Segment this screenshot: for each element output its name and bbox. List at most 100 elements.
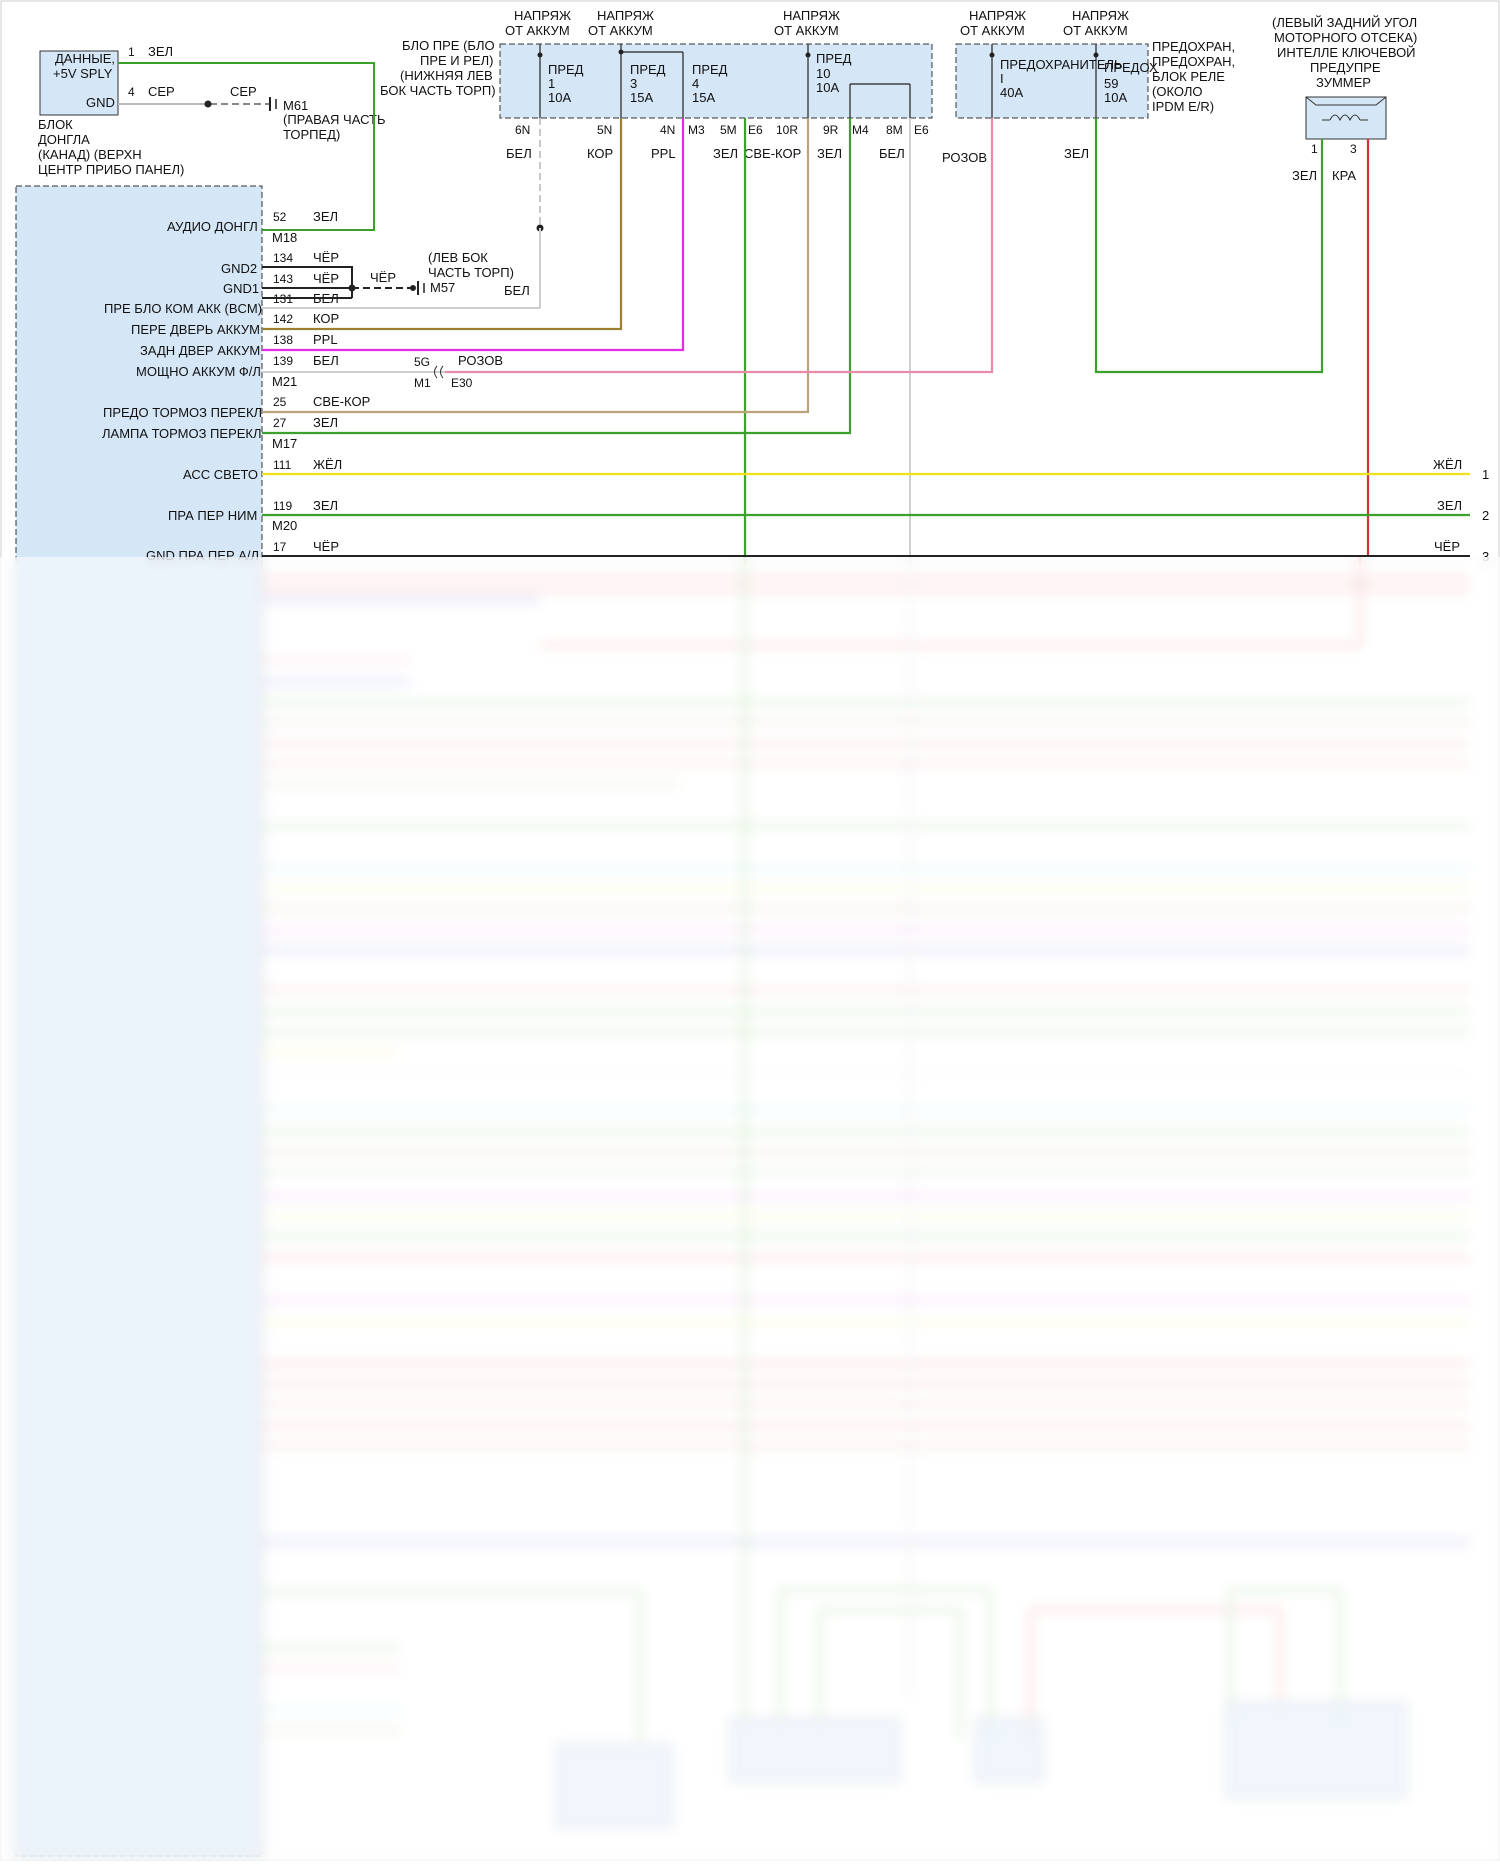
out-num-1: 1 [1482, 467, 1489, 482]
svg-text:E6: E6 [914, 123, 929, 137]
svg-text:ЗЕЛ: ЗЕЛ [313, 209, 338, 224]
svg-text:(ЛЕВЫЙ ЗАДНИЙ УГОЛ: (ЛЕВЫЙ ЗАДНИЙ УГОЛ [1272, 15, 1417, 30]
bcm-row-front-door: ПЕРЕ ДВЕРЬ АККУМ 138 PPL [131, 322, 338, 347]
svg-text:БОК ЧАСТЬ ТОРП): БОК ЧАСТЬ ТОРП) [380, 83, 496, 98]
ground-m57-line1: (ЛЕВ БОК [428, 250, 488, 265]
bcm-row-gnd2: GND2 134 ЧЁР [221, 250, 339, 276]
svg-text:(НИЖНЯЯ ЛЕВ: (НИЖНЯЯ ЛЕВ [400, 68, 493, 83]
svg-text:4N: 4N [660, 123, 675, 137]
dongle-pin4-color: СЕР [148, 84, 175, 99]
svg-text:ЧЁР: ЧЁР [313, 539, 339, 554]
svg-text:ПРА ПЕР НИМ: ПРА ПЕР НИМ [168, 508, 257, 523]
svg-text:АСС СВЕТО: АСС СВЕТО [183, 467, 258, 482]
ground-m57-color: ЧЁР [370, 270, 396, 285]
svg-text:(ОКОЛО: (ОКОЛО [1152, 84, 1202, 99]
svg-text:5M: 5M [720, 123, 737, 137]
svg-text:МОТОРНОГО ОТСЕКА): МОТОРНОГО ОТСЕКА) [1274, 30, 1417, 45]
svg-text:4: 4 [692, 76, 699, 91]
svg-text:РОЗОВ: РОЗОВ [942, 150, 987, 165]
svg-text:БЛО ПРЕ (БЛО: БЛО ПРЕ (БЛО [402, 38, 495, 53]
bcm-row-power-batt: МОЩНО АККУМ Ф/Л [136, 364, 261, 379]
svg-text:IPDM E/R): IPDM E/R) [1152, 99, 1214, 114]
svg-text:НАПРЯЖ: НАПРЯЖ [969, 8, 1026, 23]
buzzer-pin-3: 3 [1350, 142, 1357, 156]
svg-text:9R: 9R [823, 123, 839, 137]
svg-text:СВЕ-КОР: СВЕ-КОР [744, 146, 801, 161]
svg-text:БЕЛ: БЕЛ [313, 353, 339, 368]
svg-text:ЖЁЛ: ЖЁЛ [313, 457, 342, 472]
buzzer-pin-1: 1 [1311, 142, 1318, 156]
bcm-row-143: 143 ЧЁР [273, 271, 339, 286]
splice-m1: M1 [414, 376, 431, 390]
svg-text:КОР: КОР [587, 146, 613, 161]
svg-text:ИНТЕЛЛЕ КЛЮЧЕВОЙ: ИНТЕЛЛЕ КЛЮЧЕВОЙ [1277, 45, 1416, 60]
dongle-box [39, 50, 119, 116]
svg-text:15A: 15A [630, 90, 653, 105]
svg-text:ЛАМПА ТОРМОЗ ПЕРЕКЛ: ЛАМПА ТОРМОЗ ПЕРЕКЛ [102, 426, 262, 441]
ground-m57-wire: БЕЛ [504, 283, 530, 298]
svg-text:119: 119 [273, 499, 292, 513]
svg-text:ДОНГЛА: ДОНГЛА [38, 132, 90, 147]
svg-text:M4: M4 [852, 123, 869, 137]
svg-text:ОТ АККУМ: ОТ АККУМ [960, 23, 1025, 38]
ground-m57: M57 [430, 280, 455, 295]
batt-label-1: НАПРЯЖ ОТ АККУМ [505, 8, 571, 38]
svg-text:СВЕ-КОР: СВЕ-КОР [313, 394, 370, 409]
svg-text:ОТ АККУМ: ОТ АККУМ [588, 23, 653, 38]
dongle-line1: ДАННЫЕ, [55, 51, 115, 66]
conn-m17: M17 [272, 436, 297, 451]
ipdm-fuse-box [955, 43, 1149, 119]
ground-m61-line1: (ПРАВАЯ ЧАСТЬ [283, 112, 386, 127]
svg-text:142: 142 [273, 312, 293, 326]
fuse-4: ПРЕД 4 15A [692, 62, 728, 105]
svg-text:10R: 10R [776, 123, 798, 137]
out-color-2: ЗЕЛ [1437, 498, 1462, 513]
svg-text:27: 27 [273, 416, 287, 430]
dongle-block-label: БЛОК ДОНГЛА (КАНАД) (ВЕРХН ЦЕНТР ПРИБО П… [38, 117, 184, 177]
bcm-row-acc: АСС СВЕТО 111 ЖЁЛ [183, 457, 342, 482]
svg-text:НАПРЯЖ: НАПРЯЖ [514, 8, 571, 23]
dongle-mid-color: СЕР [230, 84, 257, 99]
fuse-1: ПРЕД 1 10A [548, 62, 584, 105]
svg-text:17: 17 [273, 540, 287, 554]
svg-text:НАПРЯЖ: НАПРЯЖ [783, 8, 840, 23]
bcm-row-brake-fuse: ПРЕДО ТОРМОЗ ПЕРЕКЛ 25 СВЕ-КОР [103, 394, 370, 420]
fuse-block-box [499, 43, 933, 119]
svg-text:ПРЕДОХРАН,: ПРЕДОХРАН, [1152, 54, 1235, 69]
splice-5g: 5G [414, 355, 430, 369]
blurred-region [0, 557, 1500, 1861]
bcm-row-bcm-batt: ПРЕ БЛО КОМ АКК (BCM) 142 КОР [104, 301, 339, 326]
svg-text:1: 1 [548, 76, 555, 91]
svg-text:138: 138 [273, 333, 293, 347]
svg-text:8M: 8M [886, 123, 903, 137]
svg-text:25: 25 [273, 395, 287, 409]
svg-text:ПРЕДОХ: ПРЕДОХ [1104, 60, 1158, 75]
svg-text:БЕЛ: БЕЛ [879, 146, 905, 161]
dongle-line2: +5V SPLY [53, 66, 113, 81]
batt-label-4: НАПРЯЖ ОТ АККУМ [960, 8, 1026, 38]
svg-text:10A: 10A [548, 90, 571, 105]
batt-label-2: НАПРЯЖ ОТ АККУМ [588, 8, 654, 38]
out-color-1: ЖЁЛ [1433, 457, 1462, 472]
svg-text:I: I [1000, 71, 1004, 86]
svg-text:GND2: GND2 [221, 261, 257, 276]
svg-text:(КАНАД) (ВЕРХН: (КАНАД) (ВЕРХН [38, 147, 142, 162]
svg-text:НАПРЯЖ: НАПРЯЖ [597, 8, 654, 23]
svg-text:ЗЕЛ: ЗЕЛ [1064, 146, 1089, 161]
svg-text:ПРЕДУПРЕ: ПРЕДУПРЕ [1310, 60, 1381, 75]
fuse-10: ПРЕД 10 10A [816, 51, 852, 95]
svg-text:ПРЕДО ТОРМОЗ ПЕРЕКЛ: ПРЕДО ТОРМОЗ ПЕРЕКЛ [103, 405, 262, 420]
buzzer-wire-3: КРА [1332, 168, 1356, 183]
svg-text:БЛОК: БЛОК [38, 117, 73, 132]
svg-text:111: 111 [273, 458, 292, 472]
fuse-block-label: БЛО ПРЕ (БЛО ПРЕ И РЕЛ) (НИЖНЯЯ ЛЕВ БОК … [380, 38, 496, 98]
svg-text:ЗЕЛ: ЗЕЛ [713, 146, 738, 161]
svg-text:59: 59 [1104, 76, 1118, 91]
svg-text:ПРЕ И РЕЛ): ПРЕ И РЕЛ) [420, 53, 493, 68]
buzzer-label: (ЛЕВЫЙ ЗАДНИЙ УГОЛ МОТОРНОГО ОТСЕКА) ИНТ… [1272, 15, 1417, 90]
svg-text:40A: 40A [1000, 85, 1023, 100]
svg-text:ЗУММЕР: ЗУММЕР [1316, 75, 1371, 90]
buzzer-wire-1: ЗЕЛ [1292, 168, 1317, 183]
svg-text:134: 134 [273, 251, 293, 265]
svg-text:ПРЕД: ПРЕД [692, 62, 728, 77]
